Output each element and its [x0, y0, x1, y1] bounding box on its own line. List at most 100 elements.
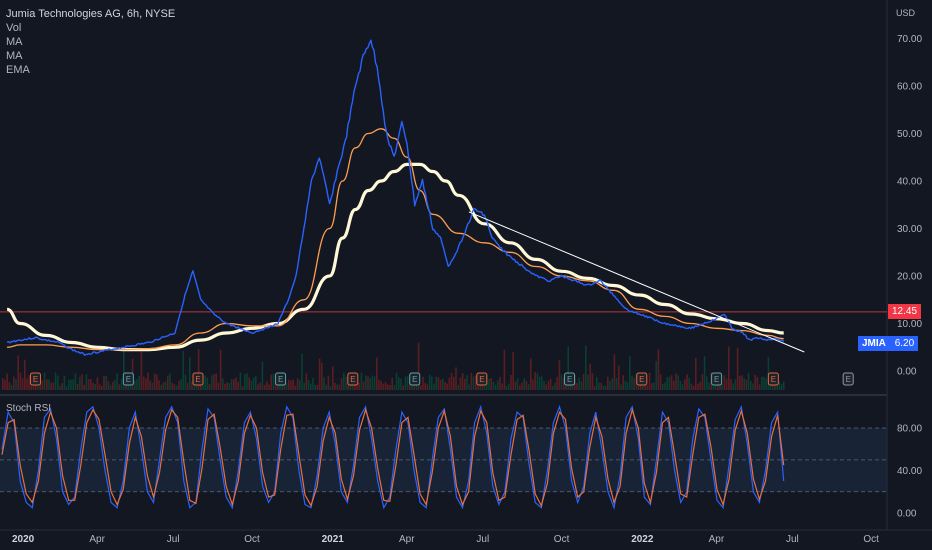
volume-bar	[648, 372, 651, 390]
legend-title: Jumia Technologies AG, 6h, NYSE	[6, 8, 176, 20]
earnings-marker[interactable]: E	[347, 372, 359, 386]
volume-bar	[321, 362, 323, 390]
volume-bar	[644, 383, 646, 390]
volume-bar	[585, 345, 587, 390]
earnings-marker[interactable]: E	[29, 372, 41, 386]
volume-bar	[109, 384, 112, 390]
volume-bar	[299, 379, 301, 390]
volume-bar	[417, 342, 420, 390]
volume-bar	[376, 357, 378, 390]
volume-bar	[549, 378, 552, 390]
volume-bar	[613, 354, 616, 390]
volume-bar	[391, 377, 393, 390]
legend-ma-2[interactable]: MA	[6, 50, 23, 62]
volume-bar	[107, 380, 110, 390]
volume-bar	[334, 382, 336, 390]
volume-bar	[637, 384, 640, 390]
volume-bar	[241, 385, 244, 390]
volume-bar	[310, 383, 312, 390]
volume-bar	[712, 381, 715, 390]
volume-bar	[426, 384, 429, 390]
stoch-rsi-label[interactable]: Stoch RSI	[6, 403, 52, 414]
volume-bar	[453, 376, 455, 390]
earnings-marker[interactable]: E	[636, 372, 648, 386]
volume-bar	[72, 379, 74, 390]
volume-bar	[156, 374, 158, 390]
legend-ema[interactable]: EMA	[6, 64, 30, 76]
svg-text:E: E	[846, 375, 851, 384]
volume-bar	[54, 372, 57, 390]
earnings-marker[interactable]: E	[767, 372, 779, 386]
volume-bar	[314, 384, 316, 390]
volume-bar	[272, 373, 275, 390]
volume-bar	[387, 384, 389, 390]
volume-bar	[589, 363, 591, 390]
volume-bar	[754, 374, 756, 390]
volume-bar	[105, 375, 107, 390]
volume-bar	[673, 380, 675, 390]
volume-bar	[103, 375, 105, 390]
volume-bar	[206, 377, 209, 390]
volume-bar	[505, 385, 508, 390]
volume-bar	[74, 373, 77, 390]
volume-bar	[666, 377, 668, 390]
svg-text:E: E	[639, 375, 644, 384]
volume-bar	[76, 383, 79, 390]
volume-bar	[167, 375, 169, 390]
volume-bar	[118, 384, 121, 390]
volume-bar	[475, 375, 477, 390]
volume-bar	[173, 384, 176, 390]
svg-text:E: E	[350, 375, 355, 384]
volume-bar	[703, 356, 706, 390]
svg-text:E: E	[126, 375, 131, 384]
volume-bar	[136, 378, 138, 390]
earnings-marker[interactable]: E	[192, 372, 204, 386]
price-axis-tick: 40.00	[897, 177, 922, 188]
volume-bar	[140, 351, 143, 390]
earnings-marker[interactable]: E	[275, 372, 287, 386]
volume-bar	[730, 379, 732, 390]
earnings-marker[interactable]: E	[476, 372, 488, 386]
price-axis-tick: 0.00	[897, 367, 917, 378]
volume-bar	[516, 378, 519, 390]
currency-label: USD	[896, 8, 916, 18]
volume-bar	[699, 381, 701, 390]
earnings-marker[interactable]: E	[409, 372, 421, 386]
volume-bar	[50, 382, 52, 390]
volume-bar	[670, 375, 673, 390]
volume-bar	[503, 349, 506, 390]
volume-bar	[378, 379, 380, 390]
volume-bar	[371, 375, 374, 390]
volume-bar	[63, 375, 66, 390]
volume-bar	[252, 377, 255, 390]
earnings-marker[interactable]: E	[711, 372, 723, 386]
volume-bar	[780, 384, 783, 390]
volume-bar	[195, 382, 198, 390]
volume-bar	[323, 377, 325, 390]
volume-bar	[690, 383, 693, 390]
earnings-marker[interactable]: E	[842, 372, 854, 386]
volume-bar	[750, 381, 752, 390]
volume-bar	[340, 378, 343, 390]
volume-bar	[384, 382, 387, 390]
earnings-marker[interactable]: E	[564, 372, 576, 386]
volume-bar	[312, 377, 314, 390]
volume-bar	[358, 382, 360, 390]
volume-bar	[373, 376, 376, 390]
legend-ma-1[interactable]: MA	[6, 36, 23, 48]
volume-bar	[552, 385, 554, 390]
earnings-marker[interactable]: E	[122, 372, 134, 386]
volume-bar	[178, 381, 180, 390]
volume-bar	[554, 382, 556, 390]
volume-bar	[457, 385, 459, 390]
volume-bar	[523, 378, 525, 390]
volume-bar	[626, 382, 629, 390]
volume-bar	[424, 383, 426, 390]
legend-vol[interactable]: Vol	[6, 22, 22, 34]
volume-bar	[547, 381, 550, 390]
volume-bar	[492, 381, 495, 390]
volume-bar	[567, 346, 569, 390]
volume-bar	[461, 373, 464, 390]
